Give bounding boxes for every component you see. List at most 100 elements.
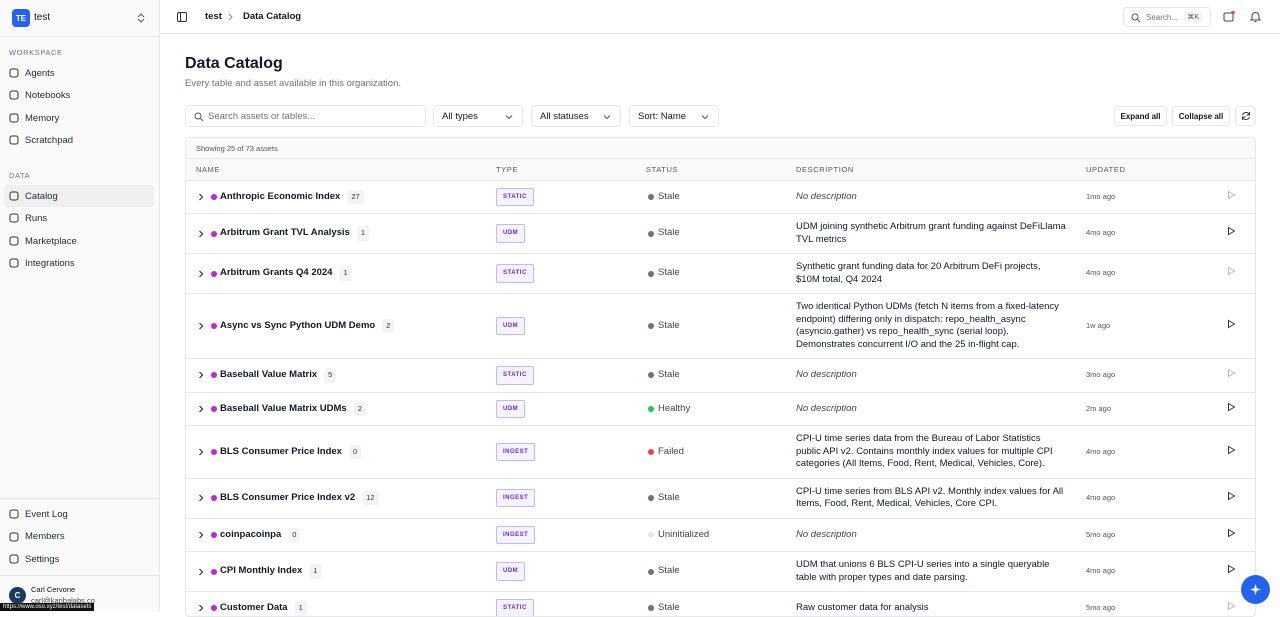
status-cell: Stale	[636, 592, 786, 617]
run-button[interactable]	[1226, 491, 1236, 501]
sidebar-toggle[interactable]	[177, 12, 187, 22]
nav-item[interactable]: Settings	[4, 548, 154, 570]
updated: 2m ago	[1076, 392, 1226, 426]
nav-item[interactable]: Notebooks	[4, 84, 154, 106]
status-dot	[646, 370, 656, 380]
run-button[interactable]	[1226, 528, 1236, 538]
dropdown-icon	[700, 112, 710, 122]
asset-label: Baseball Value Matrix	[220, 369, 317, 382]
workspace-switcher[interactable]: TE test	[0, 0, 159, 37]
nav-label: Members	[25, 531, 65, 542]
bell-icon[interactable]	[1250, 11, 1261, 23]
status: Stale	[646, 369, 776, 382]
status-label: Stale	[658, 369, 680, 382]
global-search[interactable]: Search... ⌘K	[1123, 7, 1211, 27]
nav-item[interactable]: Scratchpad	[4, 129, 154, 151]
run-cell	[1226, 426, 1256, 479]
type-badge: INGEST	[496, 526, 535, 545]
filter-select[interactable]: Sort: Name	[629, 105, 719, 127]
run-button[interactable]	[1226, 445, 1236, 455]
status-cell: Stale	[636, 254, 786, 294]
asset-dot	[209, 493, 219, 503]
inbox-icon[interactable]	[1223, 11, 1235, 23]
assistant-button[interactable]	[1241, 575, 1270, 604]
user-name: Carl Cervone	[31, 585, 75, 594]
description: Two identical Python UDMs (fetch N items…	[786, 294, 1076, 359]
column-header: STATUS	[636, 159, 786, 180]
expand-all-button[interactable]: Expand all	[1114, 106, 1167, 126]
nav-label: Catalog	[25, 191, 58, 202]
type-badge: STATIC	[496, 188, 534, 207]
nav-item[interactable]: Memory	[4, 107, 154, 129]
search-placeholder: Search assets or tables...	[208, 111, 315, 122]
nav-icon	[9, 213, 19, 223]
nav-item[interactable]: Runs	[4, 207, 154, 229]
nav-item[interactable]: Marketplace	[4, 230, 154, 252]
breadcrumb-link[interactable]: test	[205, 11, 222, 22]
expand-chevron	[196, 603, 206, 613]
filter-select[interactable]: All types	[433, 105, 523, 127]
asset-dot	[209, 530, 219, 540]
nav-item[interactable]: Event Log	[4, 503, 154, 525]
status: Stale	[646, 492, 776, 505]
refresh-button[interactable]	[1235, 106, 1256, 126]
asset-dot	[209, 603, 219, 613]
run-button	[1226, 601, 1236, 611]
type-cell: INGEST	[486, 478, 636, 518]
collapse-all-button[interactable]: Collapse all	[1172, 106, 1230, 126]
assistant-icon	[1250, 584, 1261, 595]
nav-item[interactable]: Agents	[4, 62, 154, 84]
type-badge: INGEST	[496, 489, 535, 508]
status-label: Healthy	[658, 403, 690, 416]
description: No description	[786, 180, 1076, 214]
filter-select[interactable]: All statuses	[531, 105, 621, 127]
nav-item[interactable]: Integrations	[4, 252, 154, 274]
nav-item[interactable]: Members	[4, 526, 154, 548]
nav-icon	[9, 68, 19, 78]
search-icon	[1131, 13, 1141, 23]
type-badge: STATIC	[496, 264, 534, 283]
status: Stale	[646, 227, 776, 240]
updated: 5mo ago	[1076, 518, 1226, 552]
asset-search[interactable]: Search assets or tables...	[185, 105, 426, 127]
refresh-icon	[1241, 111, 1251, 121]
nav-item[interactable]: Catalog	[4, 185, 154, 207]
run-button[interactable]	[1226, 402, 1236, 412]
run-button[interactable]	[1226, 319, 1236, 329]
expand-chevron	[196, 229, 206, 239]
column-header: DESCRIPTION	[786, 159, 1076, 180]
status: Stale	[646, 602, 776, 615]
chevron-icon	[137, 13, 145, 23]
status-cell: Stale	[636, 214, 786, 254]
expand-chevron	[196, 321, 206, 331]
run-button[interactable]	[1226, 226, 1236, 236]
status-dot	[646, 321, 656, 331]
status-label: Stale	[658, 602, 680, 615]
run-cell	[1226, 254, 1256, 294]
asset-dot	[209, 269, 219, 279]
run-button[interactable]	[1226, 564, 1236, 574]
dropdown-icon	[504, 112, 514, 122]
type-cell: STATIC	[486, 592, 636, 617]
status-cell: Stale	[636, 180, 786, 214]
expand-chevron	[196, 269, 206, 279]
